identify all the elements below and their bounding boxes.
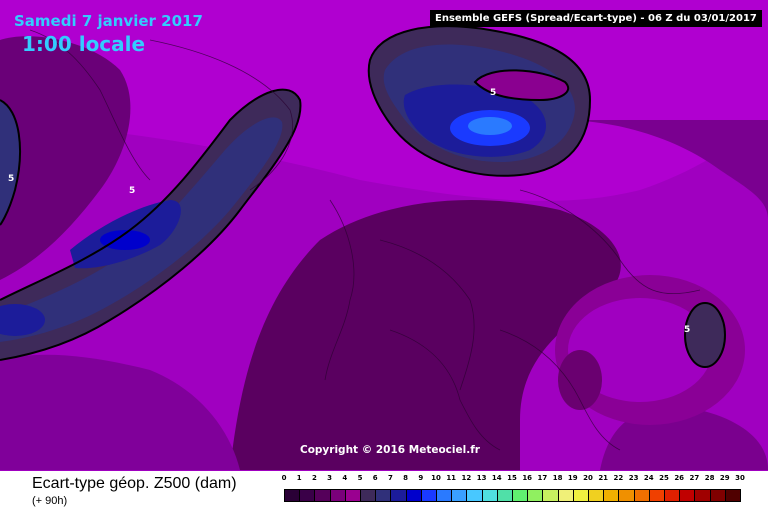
- scale-tick-label: 9: [418, 474, 424, 482]
- scale-tick-label: 8: [403, 474, 409, 482]
- scale-swatch: [314, 489, 331, 502]
- contour-west-edge: [0, 99, 21, 226]
- legend-title: Ecart-type géop. Z500 (dam): [32, 475, 237, 492]
- contour-label: 5: [490, 88, 497, 98]
- scale-swatch: [679, 489, 696, 502]
- scale-swatch: [542, 489, 559, 502]
- east-dark-blob: [558, 350, 602, 410]
- scale-tick-label: 0: [281, 474, 287, 482]
- scale-tick-label: 13: [476, 474, 487, 482]
- greenland-west-coast: [29, 29, 151, 181]
- sw-atlantic-patch: [0, 354, 240, 470]
- scale-swatch: [588, 489, 605, 502]
- scale-tick-label: 17: [537, 474, 548, 482]
- scale-swatch: [466, 489, 483, 502]
- west-edge-blue: [0, 100, 20, 225]
- atlantic-core-2: [100, 230, 150, 250]
- scale-swatch: [724, 489, 741, 502]
- scale-tick-label: 2: [311, 474, 317, 482]
- scale-tick-label: 1: [296, 474, 302, 482]
- scale-swatch: [420, 489, 437, 502]
- scale-swatch: [709, 489, 726, 502]
- scale-swatch: [329, 489, 346, 502]
- forecast-lead: (+ 90h): [32, 495, 68, 507]
- scale-tick-label: 30: [735, 474, 745, 482]
- scale-tick-label: 22: [613, 474, 624, 482]
- ne-patch: [560, 120, 768, 220]
- contour-label: 5: [129, 186, 136, 196]
- scale-swatch: [603, 489, 620, 502]
- greenland-dark-band: [0, 36, 131, 280]
- scale-swatch: [694, 489, 711, 502]
- scale-tick-label: 6: [372, 474, 378, 482]
- scale-swatch: [390, 489, 407, 502]
- scale-swatch: [664, 489, 681, 502]
- scale-tick-label: 26: [674, 474, 685, 482]
- scale-tick-label: 21: [598, 474, 609, 482]
- scale-tick-label: 7: [387, 474, 393, 482]
- scale-tick-label: 27: [689, 474, 700, 482]
- nordic-cell-peak: [468, 117, 512, 135]
- contour-atlantic: [0, 88, 302, 361]
- black-sea-cell: [684, 302, 726, 368]
- east-oval-inner: [568, 298, 712, 402]
- scale-swatch: [618, 489, 635, 502]
- scale-tick-label: 18: [552, 474, 563, 482]
- spread-map: [0, 0, 768, 471]
- atlantic-tongue-mid: [0, 117, 283, 343]
- scale-tick-label: 10: [431, 474, 441, 482]
- scale-tick-label: 11: [446, 474, 457, 482]
- iberia-coast: [389, 329, 501, 451]
- scale-tick-label: 24: [643, 474, 654, 482]
- scale-tick-label: 4: [342, 474, 348, 482]
- france-coast: [379, 239, 475, 391]
- coastlines: [29, 29, 701, 451]
- time-label: 1:00 locale: [22, 32, 146, 56]
- baltic-coast: [519, 189, 701, 294]
- scale-swatch: [648, 489, 665, 502]
- uk-ireland-coast: [324, 199, 355, 381]
- scale-swatch: [557, 489, 574, 502]
- scale-swatch: [512, 489, 529, 502]
- scale-swatch: [405, 489, 422, 502]
- scale-swatch: [527, 489, 544, 502]
- greenland-east-coast: [149, 39, 293, 191]
- contour-label: 5: [684, 325, 691, 335]
- scale-tick-label: 23: [628, 474, 639, 482]
- contour-label: 5: [8, 174, 15, 184]
- scale-tick-label: 15: [507, 474, 517, 482]
- run-info-header: Ensemble GEFS (Spread/Ecart-type) - 06 Z…: [430, 10, 762, 27]
- scale-swatch: [572, 489, 589, 502]
- contour-nordic-hole: [473, 69, 570, 102]
- scale-tick-label: 3: [327, 474, 333, 482]
- scale-tick-label: 14: [491, 474, 502, 482]
- date-label: Samedi 7 janvier 2017: [14, 12, 203, 30]
- scale-tick-label: 5: [357, 474, 363, 482]
- scale-tick-label: 12: [461, 474, 472, 482]
- scale-swatch: [284, 489, 301, 502]
- scale-swatch: [360, 489, 377, 502]
- scale-tick-label: 20: [583, 474, 593, 482]
- scale-tick-label: 28: [704, 474, 715, 482]
- copyright-notice: Copyright © 2016 Meteociel.fr: [300, 444, 480, 456]
- scale-swatch: [496, 489, 513, 502]
- atlantic-core-west: [0, 304, 45, 336]
- scale-swatch: [375, 489, 392, 502]
- italy-coast: [499, 329, 621, 451]
- scale-tick-label: 19: [567, 474, 578, 482]
- europe-low-spread: [230, 200, 621, 470]
- contour-nordic: [367, 25, 592, 177]
- scale-swatch: [481, 489, 498, 502]
- scale-tick-label: 25: [659, 474, 669, 482]
- scale-tick-label: 29: [719, 474, 730, 482]
- scale-swatch: [436, 489, 453, 502]
- scale-swatch: [344, 489, 361, 502]
- scale-swatch: [299, 489, 316, 502]
- nordic-hole: [475, 70, 569, 100]
- scale-tick-label: 16: [522, 474, 533, 482]
- color-scale: 0 1 2 3 4 5 6 7 8 9 10 11 12 13 14 15 16 17 18 19 20 21 22 23 24…: [282, 474, 745, 510]
- scale-swatch: [451, 489, 468, 502]
- scale-swatch: [633, 489, 650, 502]
